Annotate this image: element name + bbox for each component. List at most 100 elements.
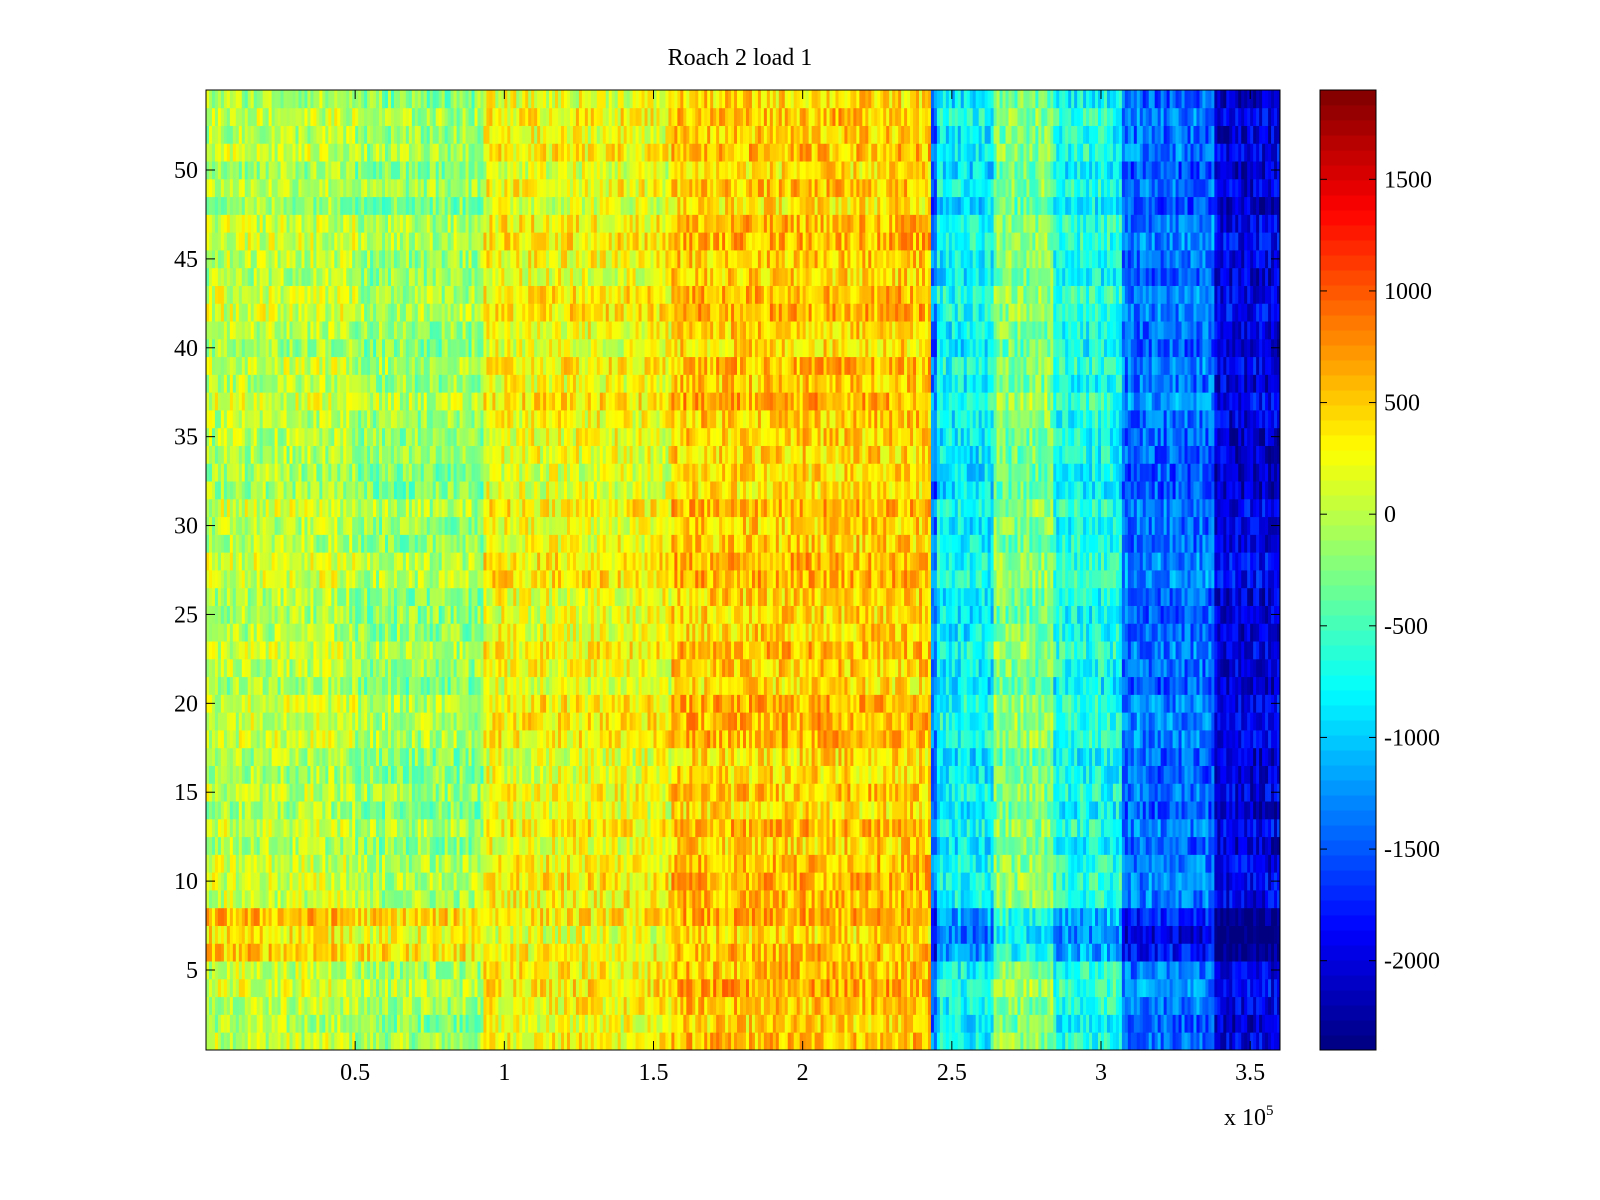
heatmap-cell (319, 872, 323, 891)
heatmap-cell (471, 978, 475, 998)
heatmap-cell (698, 925, 702, 944)
heatmap-cell (450, 978, 455, 998)
heatmap-cell (993, 872, 997, 891)
heatmap-cell (883, 943, 887, 962)
heatmap-cell (331, 943, 335, 962)
heatmap-cell (423, 925, 428, 944)
heatmap-cell (910, 836, 914, 855)
heatmap-cell (1118, 978, 1123, 998)
heatmap-cell (838, 801, 842, 820)
heatmap-cell (656, 890, 660, 909)
heatmap-cell (274, 1014, 278, 1033)
heatmap-cell (701, 801, 705, 820)
heatmap-cell (641, 996, 645, 1015)
heatmap-cell (707, 925, 711, 944)
heatmap-cell (399, 818, 404, 838)
heatmap-cell (223, 1014, 228, 1033)
heatmap-cell (319, 1014, 323, 1033)
heatmap-cell (292, 978, 296, 998)
heatmap-cell (859, 890, 863, 909)
heatmap-cell (379, 1014, 383, 1033)
heatmap-cell (1136, 1032, 1141, 1051)
heatmap-cell (919, 961, 923, 980)
heatmap-cell (731, 801, 735, 820)
heatmap-cell (704, 996, 708, 1015)
heatmap-cell (561, 925, 565, 944)
heatmap-cell (1196, 872, 1200, 891)
heatmap-cell (301, 854, 305, 873)
heatmap-cell (653, 961, 657, 980)
heatmap-cell (390, 872, 395, 891)
heatmap-cell (895, 907, 899, 926)
heatmap-cell (1014, 1032, 1018, 1051)
heatmap-cell (996, 907, 1000, 926)
heatmap-cell (1208, 818, 1212, 838)
heatmap-cell (429, 961, 434, 980)
heatmap-cell (531, 890, 535, 909)
heatmap-cell (748, 818, 753, 838)
heatmap-cell (805, 925, 810, 944)
heatmap-cell (751, 836, 756, 855)
heatmap-cell (608, 854, 613, 873)
heatmap-cell (432, 1032, 437, 1051)
heatmap-cell (1196, 996, 1200, 1015)
heatmap-cell (1178, 1014, 1182, 1033)
heatmap-cell (1256, 961, 1260, 980)
heatmap-cell (743, 925, 747, 944)
heatmap-cell (707, 1014, 711, 1033)
heatmap-cell (1271, 1032, 1275, 1051)
heatmap-cell (1002, 1032, 1006, 1051)
heatmap-cell (367, 801, 371, 820)
heatmap-cell (292, 996, 296, 1015)
heatmap-cell (402, 943, 407, 962)
heatmap-cell (435, 854, 440, 873)
heatmap-cell (238, 1032, 243, 1051)
heatmap-cell (304, 907, 308, 926)
heatmap-cell (734, 943, 738, 962)
heatmap-cell (552, 801, 556, 820)
heatmap-cell (531, 925, 535, 944)
heatmap-cell (1277, 836, 1281, 855)
heatmap-cell (939, 978, 944, 998)
heatmap-cell (367, 872, 371, 891)
heatmap-cell (1229, 978, 1233, 998)
heatmap-cell (1271, 1014, 1275, 1033)
heatmap-cell (456, 818, 460, 838)
heatmap-cell (868, 943, 872, 962)
heatmap-cell (370, 1014, 374, 1033)
heatmap-cell (1247, 1014, 1251, 1033)
heatmap-cell (1172, 872, 1176, 891)
heatmap-cell (206, 818, 210, 838)
heatmap-cell (274, 1032, 278, 1051)
heatmap-cell (304, 836, 308, 855)
heatmap-cell (1199, 961, 1203, 980)
heatmap-cell (763, 943, 768, 962)
heatmap-cell (1238, 890, 1242, 909)
heatmap-cell (1187, 890, 1191, 909)
heatmap-cell (656, 943, 660, 962)
heatmap-cell (1050, 1032, 1054, 1051)
heatmap-cell (963, 907, 968, 926)
heatmap-cell (226, 836, 231, 855)
heatmap-cell (1011, 1014, 1015, 1033)
heatmap-cell (981, 943, 986, 962)
heatmap-cell (441, 854, 446, 873)
heatmap-cell (1271, 836, 1275, 855)
heatmap-cell (668, 854, 672, 873)
heatmap-cell (853, 978, 857, 998)
heatmap-cell (280, 818, 284, 838)
heatmap-cell (883, 978, 887, 998)
heatmap-cell (838, 943, 842, 962)
heatmap-cell (1241, 925, 1245, 944)
heatmap-cell (922, 1032, 926, 1051)
heatmap-cell (1190, 907, 1194, 926)
heatmap-cell (346, 996, 350, 1015)
heatmap-cell (1029, 943, 1033, 962)
heatmap-cell (686, 943, 690, 962)
heatmap-cell (731, 1014, 735, 1033)
heatmap-cell (340, 818, 344, 838)
heatmap-cell (930, 854, 935, 873)
heatmap-cell (1244, 854, 1248, 873)
heatmap-cell (802, 996, 807, 1015)
heatmap-cell (1062, 925, 1066, 944)
